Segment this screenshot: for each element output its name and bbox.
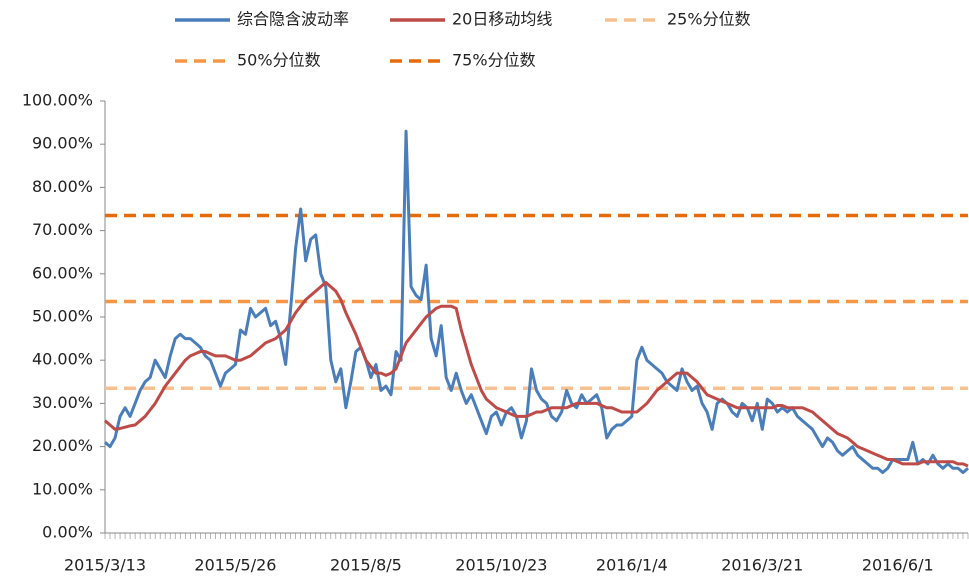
- x-tick-label: 2016/6/1: [862, 556, 934, 575]
- y-tick-label: 60.00%: [32, 263, 93, 282]
- y-tick-label: 20.00%: [32, 436, 93, 455]
- series-line: [104, 280, 969, 468]
- x-tick-label: 2016/3/21: [721, 556, 803, 575]
- x-tick-label: 2015/8/5: [330, 556, 402, 575]
- y-tick-label: 90.00%: [32, 134, 93, 153]
- legend-label: 75%分位数: [452, 51, 536, 70]
- x-tick-label: 2015/3/13: [64, 556, 146, 575]
- legend-label: 20日移动均线: [452, 10, 552, 29]
- y-tick-label: 80.00%: [32, 177, 93, 196]
- y-tick-label: 10.00%: [32, 479, 93, 498]
- legend-label: 50%分位数: [237, 51, 321, 70]
- series-line: [104, 129, 969, 475]
- y-tick-label: 100.00%: [22, 91, 93, 110]
- x-tick-label: 2015/5/26: [194, 556, 276, 575]
- y-tick-label: 40.00%: [32, 350, 93, 369]
- legend-label: 25%分位数: [667, 10, 751, 29]
- x-tick-label: 2015/10/23: [455, 556, 547, 575]
- y-tick-label: 70.00%: [32, 220, 93, 239]
- y-tick-label: 0.00%: [42, 523, 93, 542]
- y-tick-label: 30.00%: [32, 393, 93, 412]
- y-tick-label: 50.00%: [32, 307, 93, 326]
- legend-label: 综合隐含波动率: [237, 10, 349, 29]
- x-tick-label: 2016/1/4: [596, 556, 668, 575]
